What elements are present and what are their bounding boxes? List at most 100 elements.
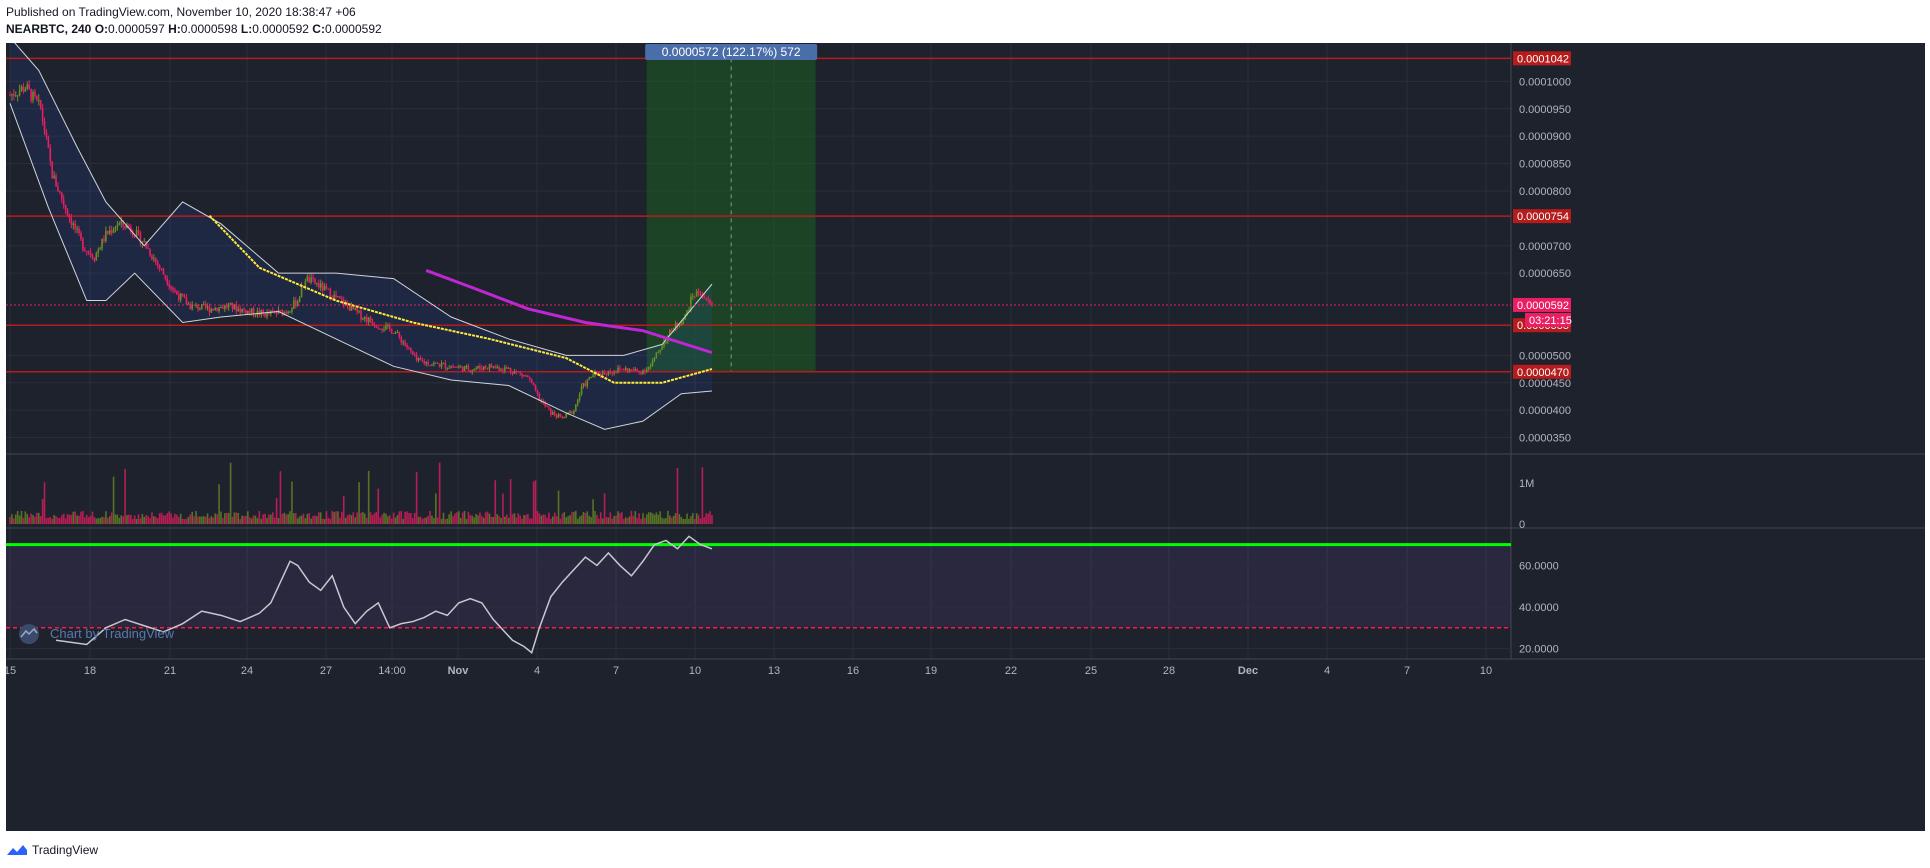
volume-bar [72,511,75,524]
candle-body [373,324,376,326]
volume-bar [404,511,406,524]
candle-body [655,352,658,358]
candle-body [206,306,209,308]
volume-bar [26,514,29,524]
candle-body [663,341,665,347]
candle-body [101,238,103,249]
volume-axis-label: 1M [1519,478,1534,490]
bollinger-upper [9,37,713,356]
candle-body [417,357,420,361]
candle-body [525,375,527,377]
time-axis-label: 22 [1005,665,1017,677]
candle-body [59,191,61,193]
low-label: L: [240,22,253,36]
volume-bar [575,510,577,524]
volume-bar [461,512,464,524]
volume-bar [592,499,594,524]
candle-body [237,308,240,312]
volume-bar [32,514,34,524]
volume-bar [672,515,675,524]
volume-bar [642,513,644,524]
volume-bar [268,514,270,524]
volume-bar [636,517,638,524]
candle-body [421,360,424,362]
chart-svg[interactable]: 0.0001000 0.0000950 0.0000900 0.0000850 0.00… [4,37,1925,831]
volume-bar [185,518,188,524]
volume-bar [55,516,57,524]
volume-bar [103,517,105,524]
time-axis-label: 16 [847,665,859,677]
candle-body [488,364,491,369]
volume-bar [34,516,36,524]
candle-body [62,199,65,206]
candle-body [465,365,468,367]
candle-body [300,286,303,298]
candle-body [475,368,477,370]
candle-body [78,228,80,233]
volume-bar [521,518,523,524]
candle-body [24,88,27,92]
candle-body [47,137,50,148]
volume-bar [454,513,456,524]
volume-bar [212,517,215,524]
candle-body [66,209,69,217]
candle-body [227,304,230,308]
volume-bar [181,518,184,524]
candle-body [657,351,660,353]
price-axis-label: 0.0000950 [1519,104,1571,116]
candle-body [222,307,224,309]
candle-body [419,357,422,361]
volume-bar [632,515,635,524]
volume-bar [406,511,408,524]
volume-bar [448,514,451,524]
volume-bar [245,515,247,524]
volume-bar [89,515,92,524]
level-tag-label: 0.0001042 [1517,53,1569,65]
volume-bar [383,512,385,524]
volume-bar [655,512,658,524]
volume-bar [59,518,61,524]
candle-body [87,251,90,253]
candle-body [82,238,84,251]
candle-body [183,296,186,298]
volume-bar [99,518,101,524]
volume-bar [379,517,381,524]
volume-bar [237,513,240,524]
candle-body [576,399,579,405]
candle-body [668,330,671,336]
volume-bar [377,488,380,524]
candle-body [390,328,393,334]
chart-background [6,43,1925,831]
candle-body [154,258,157,262]
candle-body [354,308,357,310]
candle-body [582,383,585,387]
volume-bar [239,519,241,524]
volume-bar [195,511,197,524]
measure-label-box [645,44,818,60]
volume-bar [201,516,203,524]
ma-magenta-line [425,269,713,355]
chart-area[interactable]: 0.0001000 0.0000950 0.0000900 0.0000850 0.00… [4,37,1925,831]
candle-body [118,223,121,225]
volume-bar [118,517,121,524]
volume-bar [37,512,40,524]
volume-bar [57,517,59,524]
price-axis-label: 0.0000800 [1519,186,1571,198]
candle-body [530,379,533,384]
volume-bar [101,516,103,524]
bollinger-lower [9,103,713,430]
candle-body [147,247,149,249]
candle-body [598,372,600,375]
volume-bar [567,516,569,524]
volume-bar [60,515,63,524]
candle-body [14,95,17,97]
volume-bar [667,510,669,524]
volume-bar [74,511,77,524]
published-info: Published on TradingView.com, November 1… [6,5,356,19]
volume-bar [609,512,612,524]
candle-body [528,377,531,380]
volume-bar [605,517,608,524]
volume-bar [709,511,711,524]
volume-bar [603,493,606,524]
candle-body [649,365,652,368]
